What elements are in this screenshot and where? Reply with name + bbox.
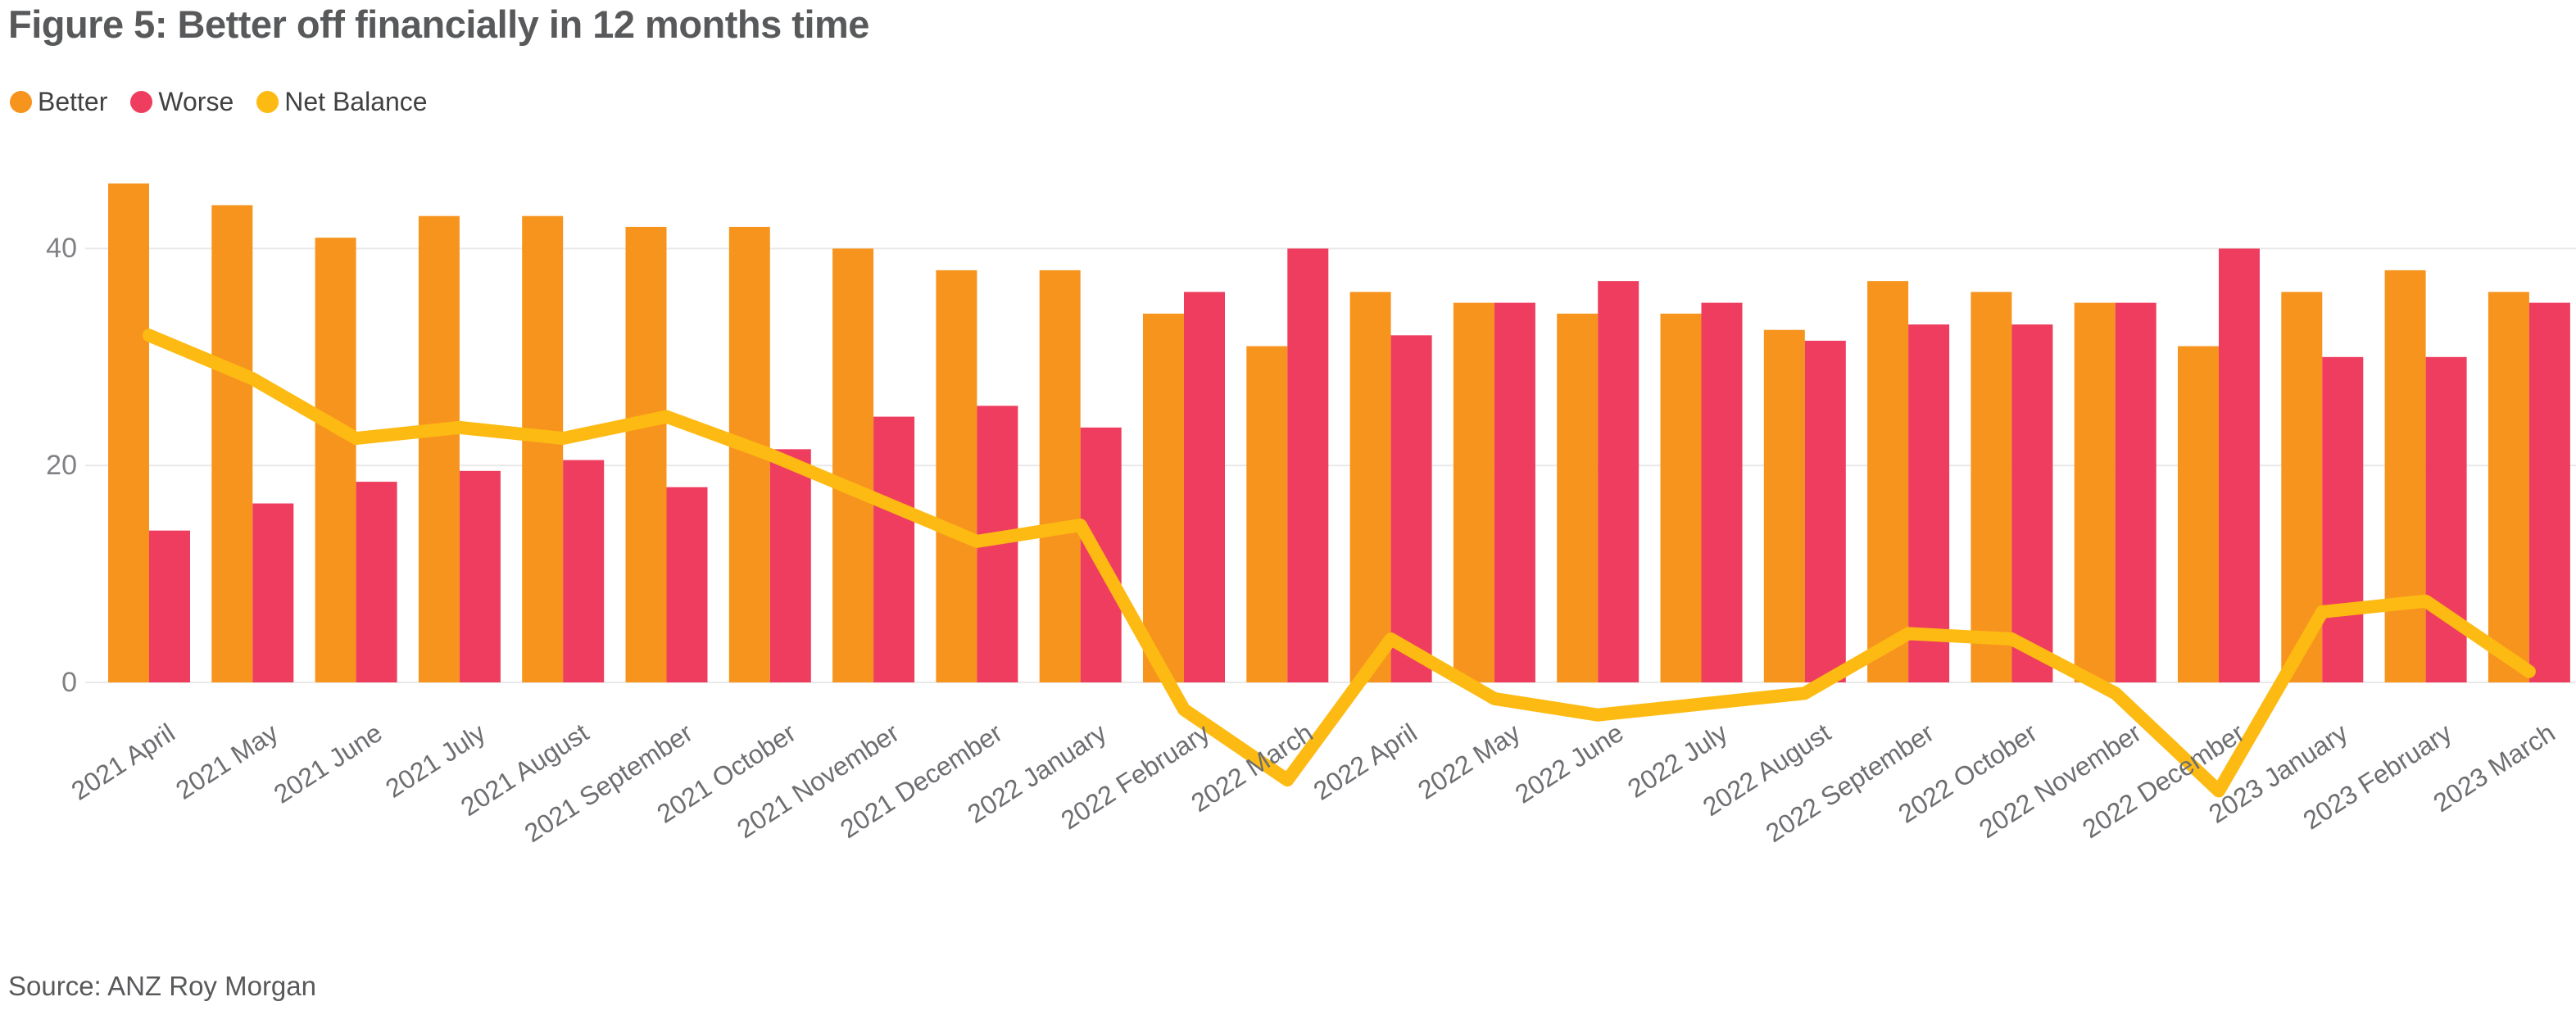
bar-worse [1598, 281, 1639, 682]
bar-better [1867, 281, 1909, 682]
bar-worse [2322, 356, 2364, 682]
bar-better [625, 226, 667, 682]
bar-better [315, 238, 356, 682]
bar-worse [252, 503, 294, 682]
legend-item-worse: Worse [130, 87, 234, 117]
chart-title: Figure 5: Better off financially in 12 m… [8, 2, 869, 46]
bar-better [1763, 329, 1805, 682]
net-balance-swatch-icon [256, 91, 279, 113]
y-axis-tick-label: 0 [61, 667, 77, 698]
bar-worse [1184, 292, 1225, 682]
bar-better [1039, 270, 1081, 682]
bar-better [108, 183, 149, 682]
bar-better [2488, 292, 2529, 682]
legend: Better Worse Net Balance [10, 87, 428, 117]
bar-worse [1390, 335, 1432, 682]
y-axis-tick-label: 20 [46, 450, 77, 482]
source-note: Source: ANZ Roy Morgan [8, 971, 316, 1001]
net-balance-line [143, 329, 2536, 798]
bar-better [936, 270, 977, 682]
bar-better [1143, 313, 1184, 682]
bar-worse [1701, 302, 1743, 682]
bar-better [418, 215, 460, 682]
legend-item-net-balance: Net Balance [256, 87, 428, 117]
bar-worse [1908, 324, 1950, 682]
bar-worse [1494, 302, 1535, 682]
bar-better [2178, 346, 2219, 682]
bar-better [1660, 313, 1702, 682]
bar-worse [2011, 324, 2053, 682]
bar-worse [873, 416, 915, 682]
better-swatch-icon [10, 91, 32, 113]
y-axis-tick-label: 40 [46, 233, 77, 265]
bar-better [211, 205, 253, 682]
bar-worse [356, 482, 397, 682]
bar-worse [1804, 340, 1846, 682]
bar-worse [2219, 248, 2260, 682]
bar-worse [149, 530, 190, 682]
legend-item-better: Better [10, 87, 107, 117]
bar-worse [666, 487, 708, 682]
bar-better [522, 215, 564, 682]
bar-worse [2425, 356, 2467, 682]
bar-better [2074, 302, 2116, 682]
worse-swatch-icon [130, 91, 153, 113]
bar-worse [563, 460, 605, 682]
bar-worse [2528, 302, 2570, 682]
bar-better [1349, 292, 1391, 682]
legend-label-better: Better [38, 87, 108, 116]
bar-better [1557, 313, 1599, 682]
bar-better [832, 248, 874, 682]
bar-worse [1287, 248, 1329, 682]
legend-label-net-balance: Net Balance [284, 87, 428, 116]
bar-better [2384, 270, 2426, 682]
bar-better [1971, 292, 2012, 682]
bar-better [1246, 346, 1288, 682]
bar-better [1453, 302, 1494, 682]
bar-worse [2115, 302, 2156, 682]
bar-worse [769, 449, 811, 682]
legend-label-worse: Worse [158, 87, 234, 116]
bar-worse [459, 470, 501, 682]
